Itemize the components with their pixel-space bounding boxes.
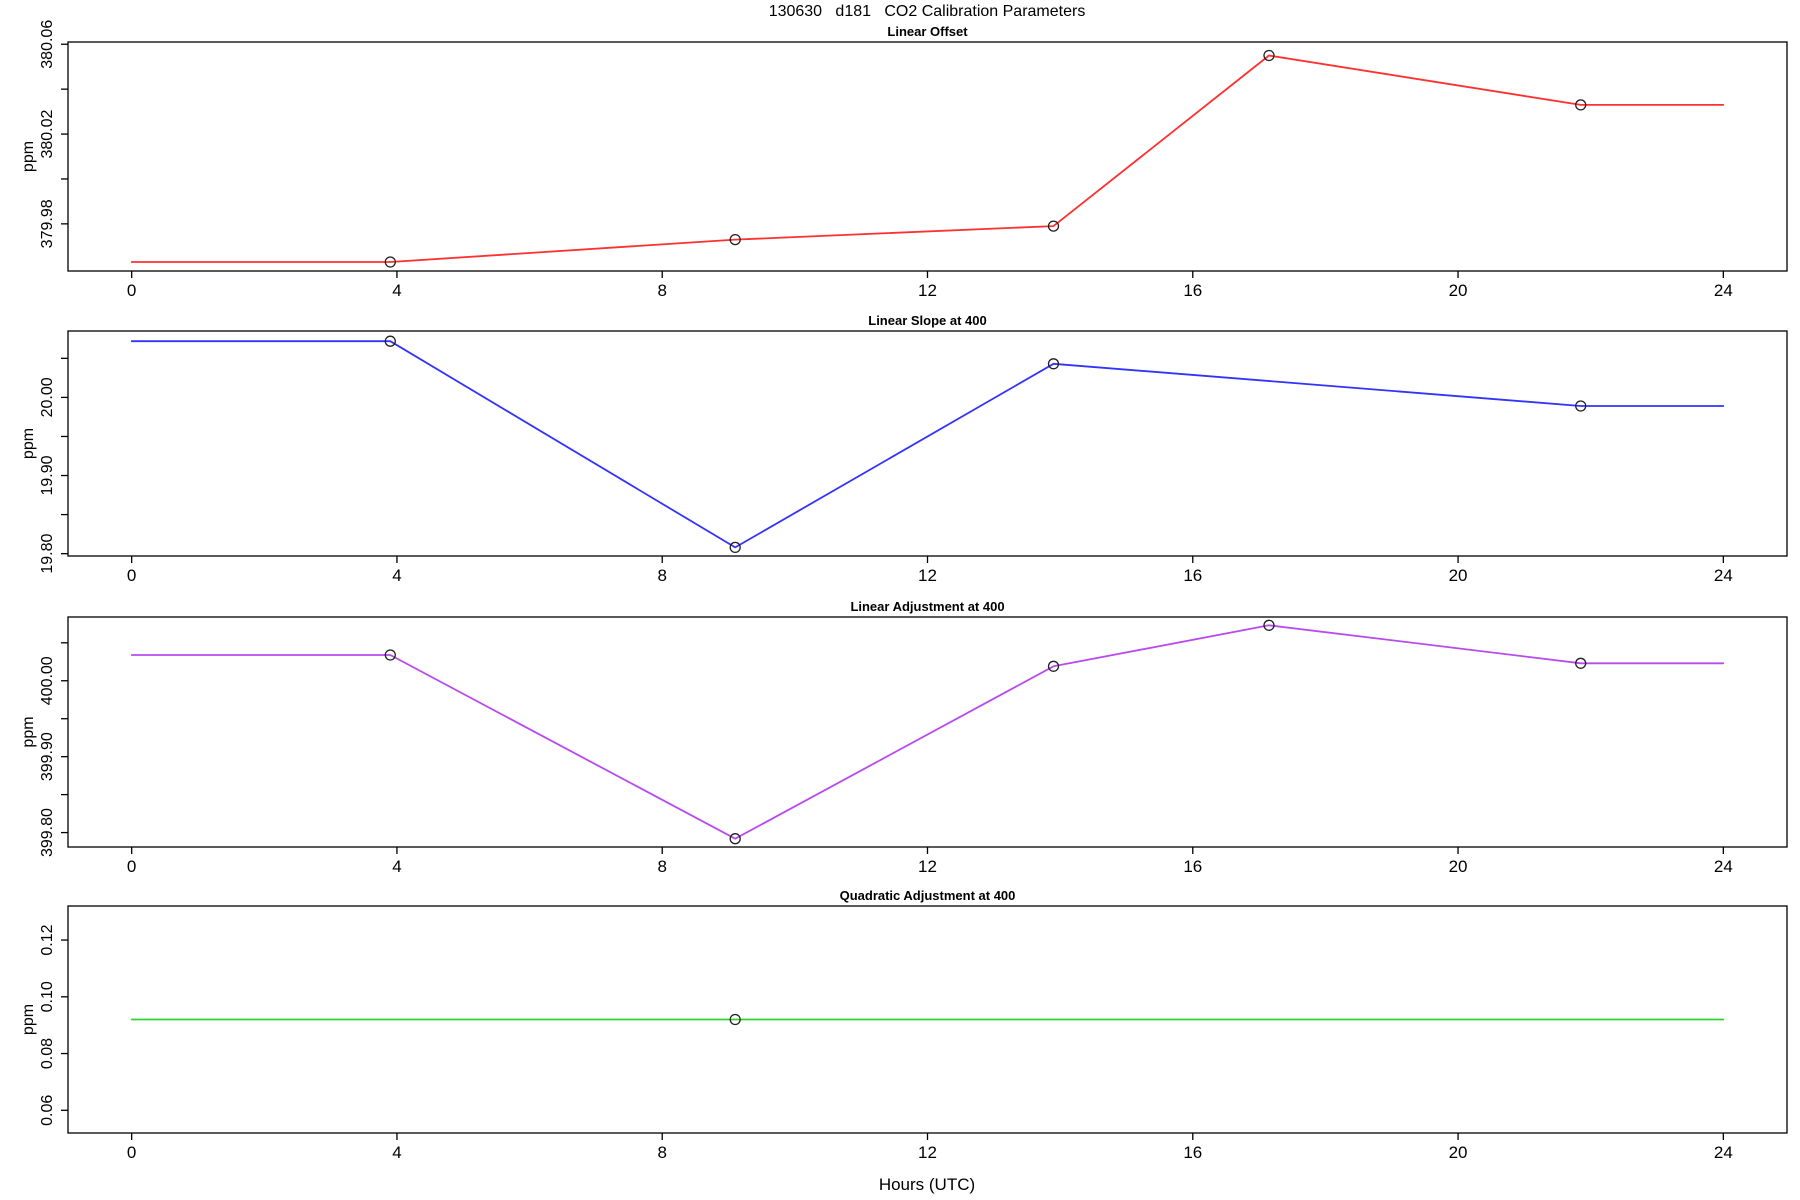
- y-axis-title: ppm: [20, 1004, 37, 1035]
- panel-2: Linear Slope at 400 ppm 19.80 19.90 20.00 0 4 8…: [20, 313, 1788, 585]
- data-line: [130, 340, 1725, 549]
- panel-title: Linear Adjustment at 400: [850, 599, 1004, 614]
- x-tick-label: 12: [918, 857, 937, 876]
- data-point: [729, 541, 741, 554]
- data-point: [1047, 358, 1060, 370]
- y-tick-label: 399.80: [39, 808, 56, 857]
- panel-title: Linear Slope at 400: [868, 313, 987, 328]
- x-tick-label: 0: [127, 281, 136, 300]
- x-axis-label: Hours (UTC): [879, 1175, 975, 1194]
- x-tick-label: 0: [127, 1143, 136, 1162]
- x-tick-label: 8: [657, 566, 666, 585]
- x-tick-label: 24: [1714, 1143, 1733, 1162]
- y-tick-label: 19.80: [39, 534, 56, 574]
- y-tick-label: 380.06: [39, 20, 56, 69]
- data-point: [729, 1013, 741, 1026]
- x-tick-label: 20: [1449, 566, 1468, 585]
- y-tick-label: 399.90: [39, 732, 56, 781]
- x-tick-label: 16: [1183, 857, 1202, 876]
- x-tick-label: 8: [657, 281, 666, 300]
- x-tick-label: 20: [1449, 281, 1468, 300]
- y-axis-title: ppm: [20, 428, 37, 459]
- x-tick-label: 24: [1714, 281, 1733, 300]
- panel-3: Linear Adjustment at 400 ppm 399.80 399.90 4…: [20, 599, 1788, 876]
- y-tick-label: 379.98: [39, 199, 56, 248]
- data-point: [384, 649, 396, 661]
- x-tick-label: 12: [918, 566, 937, 585]
- data-line: [130, 54, 1725, 263]
- panels-group: Linear Offset ppm 379.98 380.02 380.06 0 4 8 12 1…: [20, 20, 1788, 1162]
- data-point: [1575, 99, 1587, 111]
- x-tick-label: 8: [657, 857, 666, 876]
- y-axis-title: ppm: [20, 141, 37, 172]
- plot-box: [67, 41, 1788, 272]
- chart-title: 130630 d181 CO2 Calibration Parameters: [769, 3, 1086, 20]
- data-point: [1575, 400, 1587, 412]
- x-tick-label: 4: [392, 857, 401, 876]
- x-tick-label: 0: [127, 857, 136, 876]
- panel-1: Linear Offset ppm 379.98 380.02 380.06 0 4 8 12 1…: [20, 20, 1788, 300]
- x-tick-label: 8: [657, 1143, 666, 1162]
- x-tick-label: 4: [392, 281, 401, 300]
- data-line: [130, 624, 1725, 840]
- panel-title: Quadratic Adjustment at 400: [840, 888, 1016, 903]
- data-point: [729, 833, 741, 845]
- data-point: [384, 256, 396, 268]
- x-tick-label: 12: [918, 1143, 937, 1162]
- panel-title: Linear Offset: [887, 24, 968, 39]
- y-axis-title: ppm: [20, 716, 37, 747]
- y-tick-label: 400.00: [39, 656, 56, 705]
- data-point: [384, 335, 396, 347]
- x-tick-label: 12: [918, 281, 937, 300]
- plot-box: [67, 330, 1788, 557]
- x-tick-label: 16: [1183, 1143, 1202, 1162]
- data-point: [1047, 220, 1060, 232]
- x-tick-label: 20: [1449, 857, 1468, 876]
- y-tick-label: 380.02: [39, 109, 56, 158]
- x-tick-label: 16: [1183, 566, 1202, 585]
- x-tick-label: 24: [1714, 566, 1733, 585]
- data-point: [729, 233, 741, 246]
- y-tick-label: 20.00: [39, 377, 56, 417]
- data-point: [1263, 619, 1275, 631]
- x-tick-label: 16: [1183, 281, 1202, 300]
- data-point: [1047, 660, 1060, 672]
- x-tick-label: 20: [1449, 1143, 1468, 1162]
- x-tick-label: 4: [392, 1143, 401, 1162]
- y-tick-label: 0.06: [39, 1095, 56, 1126]
- data-point: [1263, 49, 1275, 62]
- y-tick-label: 19.90: [39, 455, 56, 495]
- x-tick-label: 4: [392, 566, 401, 585]
- y-tick-label: 0.08: [39, 1038, 56, 1069]
- data-point: [1575, 657, 1587, 669]
- panel-4: Quadratic Adjustment at 400 ppm 0.06 0.08 0.…: [20, 888, 1788, 1162]
- y-tick-label: 0.10: [39, 981, 56, 1012]
- plot-box: [67, 616, 1788, 848]
- x-tick-label: 24: [1714, 857, 1733, 876]
- y-tick-label: 0.12: [39, 924, 56, 955]
- x-tick-label: 0: [127, 566, 136, 585]
